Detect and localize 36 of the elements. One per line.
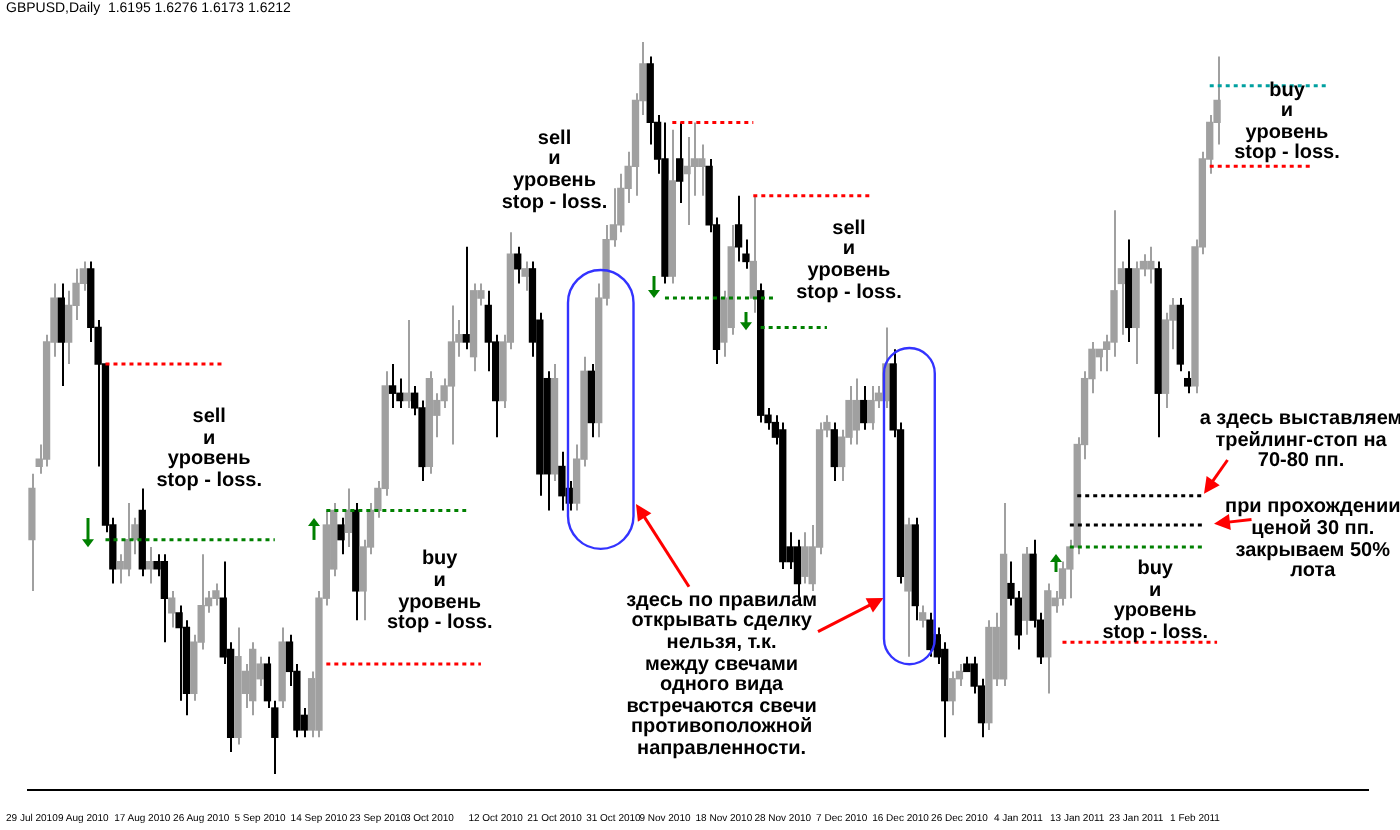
- candlestick: [852, 377, 861, 446]
- candlestick: [926, 611, 934, 658]
- annotation: при прохождении ценой 30 пп. закрываем 50% лота: [1225, 496, 1400, 584]
- candlestick: [145, 545, 154, 585]
- annotation: sell и уровень stop - loss.: [796, 217, 902, 305]
- candlestick: [830, 421, 838, 483]
- candlestick: [558, 450, 566, 512]
- annotation: buy и уровень stop - loss.: [386, 548, 493, 636]
- candlestick: [521, 260, 529, 292]
- candlestick: [168, 589, 176, 629]
- candlestick: [462, 245, 470, 351]
- annotation: buy и уровень stop - loss.: [1234, 79, 1340, 167]
- candlestick: [749, 194, 757, 314]
- candlestick: [1183, 370, 1192, 395]
- candlestick: [867, 384, 875, 431]
- candlestick: [65, 289, 73, 365]
- candlestick: [734, 194, 743, 263]
- candlestick: [698, 143, 706, 197]
- annotation: sell и уровень stop - loss.: [156, 405, 263, 493]
- annotation: здесь по правилам открывать сделку нельзя, т.к. между свечами одного вида встречаются свечи противоположной направленности.: [626, 589, 818, 762]
- candlestick: [212, 582, 220, 607]
- candlestick: [123, 502, 132, 578]
- candlestick: [344, 487, 353, 548]
- candlestick: [514, 245, 522, 285]
- candlestick: [337, 516, 345, 556]
- candlestick: [447, 304, 456, 446]
- candlestick: [160, 553, 169, 644]
- candlestick: [860, 384, 868, 431]
- candlestick: [918, 604, 927, 629]
- candlestick: [948, 670, 956, 717]
- annotation: buy и уровень stop - loss.: [1102, 558, 1209, 645]
- candlestick: [388, 362, 397, 409]
- candlestick: [57, 282, 65, 387]
- candlestick: [676, 121, 684, 204]
- candlestick: [801, 531, 809, 585]
- annotation: sell и уровень stop - loss.: [501, 127, 608, 215]
